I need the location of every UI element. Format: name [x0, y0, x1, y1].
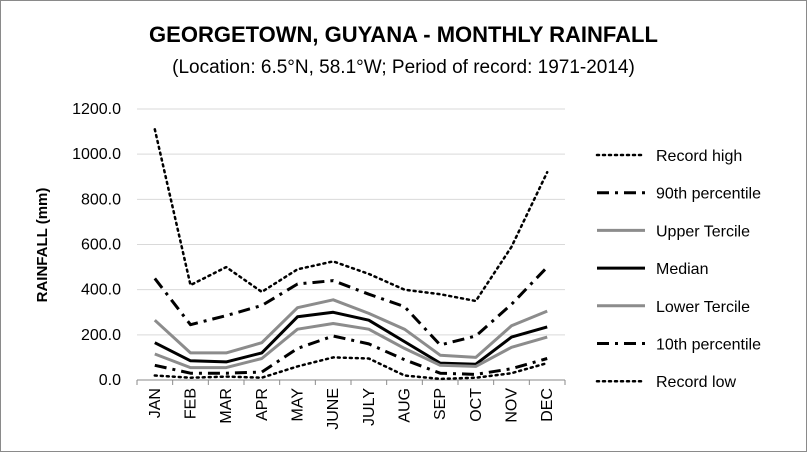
chart-subtitle: (Location: 6.5°N, 58.1°W; Period of reco…: [172, 57, 635, 78]
x-tick-label: OCT: [468, 388, 485, 422]
axis-layer: 0.0 200.0 400.0 600.0 800.0 1000.0 1200.0 JAN FE…: [72, 101, 566, 430]
y-tick-label: 1000.0: [72, 146, 121, 163]
y-axis-label: RAINFALL (mm): [34, 188, 51, 303]
legend: Record high 90th percentile Upper Tercile M…: [595, 148, 761, 391]
x-tick-label: JUNE: [325, 388, 342, 430]
x-tick-label: JAN: [147, 388, 164, 418]
series-line-3: [153, 298, 548, 359]
x-tick-label: NOV: [504, 388, 521, 423]
y-tick-label: 1200.0: [72, 101, 121, 118]
legend-label: 10th percentile: [656, 337, 761, 354]
series-line-4: [154, 310, 548, 366]
x-tick-label: FEB: [183, 388, 200, 419]
legend-label: 90th percentile: [656, 186, 761, 203]
y-tick-label: 200.0: [81, 327, 121, 344]
legend-label: Record high: [656, 148, 742, 165]
x-tick-label: SEP: [432, 388, 449, 420]
grid-layer: [137, 108, 565, 381]
x-tick-label: JULY: [361, 388, 378, 426]
chart-title: GEORGETOWN, GUYANA - MONTHLY RAINFALL: [149, 22, 658, 47]
series-line-7: [153, 356, 549, 381]
y-tick-label: 800.0: [81, 191, 121, 208]
series-line-6: [154, 334, 548, 376]
series-line-5: [154, 322, 548, 370]
legend-label: Median: [656, 261, 708, 278]
x-tick-label: MAR: [218, 388, 235, 424]
legend-label: Lower Tercile: [656, 299, 750, 316]
x-tick-label: DEC: [539, 388, 556, 422]
series-layer: [153, 128, 549, 381]
legend-label: Upper Tercile: [656, 223, 750, 240]
x-tick-label: AUG: [397, 388, 414, 423]
y-tick-label: 0.0: [99, 372, 121, 389]
series-line-1: [153, 128, 549, 303]
y-tick-label: 400.0: [81, 282, 121, 299]
x-tick-label: APR: [254, 388, 271, 421]
series-line-2: [153, 266, 549, 347]
legend-label: Record low: [656, 374, 736, 391]
y-tick-label: 600.0: [81, 237, 121, 254]
x-tick-label: MAY: [290, 388, 307, 422]
